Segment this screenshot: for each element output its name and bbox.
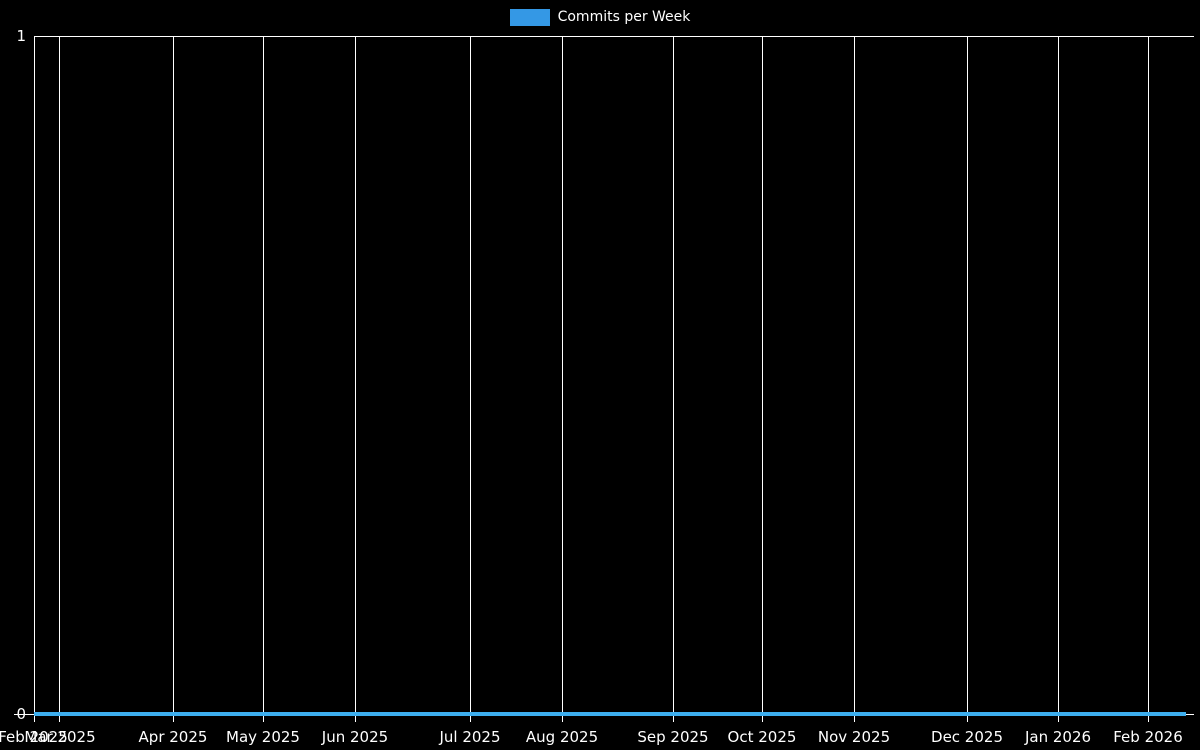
gridline-vertical-dec-2025: [967, 36, 968, 722]
gridline-vertical-jul-2025: [470, 36, 471, 722]
gridline-vertical-feb-2026: [1148, 36, 1149, 722]
gridline-horizontal-1: [35, 36, 1194, 37]
gridline-vertical-may-2025: [263, 36, 264, 722]
gridline-vertical-mar-2025: [59, 36, 60, 722]
gridline-vertical-aug-2025: [562, 36, 563, 722]
xtick-label-nov-2025: Nov 2025: [817, 728, 891, 746]
legend-swatch-commits-per-week: [509, 8, 550, 26]
xtick-label-dec-2025: Dec 2025: [931, 728, 1003, 746]
ytick-label-1: 1: [16, 27, 26, 45]
gridline-vertical-nov-2025: [854, 36, 855, 722]
xtick-label-jan-2026: Jan 2026: [1024, 728, 1092, 746]
xtick-label-mar-2025: Mar 2025: [24, 728, 96, 746]
legend-label-commits-per-week: Commits per Week: [557, 8, 691, 25]
xtick-label-feb-2025: Feb 2025: [0, 728, 68, 746]
xtick-label-jul-2025: Jul 2025: [439, 728, 501, 746]
xtick-label-jun-2025: Jun 2025: [321, 728, 389, 746]
xtick-label-sep-2025: Sep 2025: [637, 728, 709, 746]
gridline-vertical-feb-2025: [34, 36, 35, 722]
series-line-commits-per-week: [34, 712, 1186, 716]
gridline-vertical-sep-2025: [673, 36, 674, 722]
xtick-label-feb-2026: Feb 2026: [1113, 728, 1183, 746]
gridline-vertical-jun-2025: [355, 36, 356, 722]
xtick-label-may-2025: May 2025: [226, 728, 300, 746]
chart-legend: Commits per Week: [0, 6, 1200, 28]
gridline-vertical-apr-2025: [173, 36, 174, 722]
ytick-label-0: 0: [16, 705, 26, 723]
gridline-vertical-oct-2025: [762, 36, 763, 722]
xtick-label-aug-2025: Aug 2025: [525, 728, 599, 746]
gridline-vertical-jan-2026: [1058, 36, 1059, 722]
xtick-label-apr-2025: Apr 2025: [138, 728, 208, 746]
xtick-label-oct-2025: Oct 2025: [727, 728, 797, 746]
